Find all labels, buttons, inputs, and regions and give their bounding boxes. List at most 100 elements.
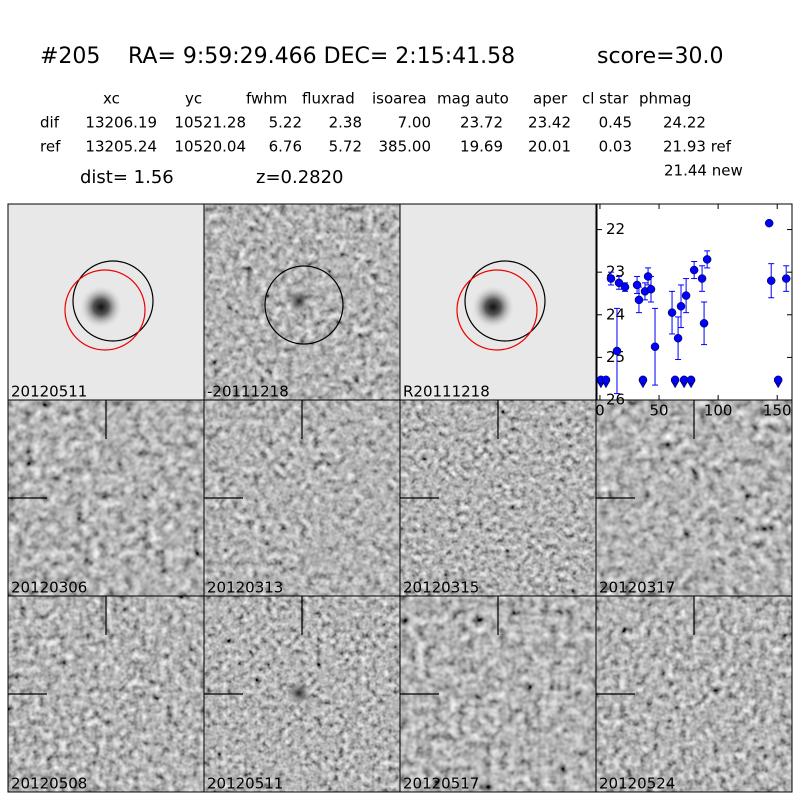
x-tick-label: 150	[763, 402, 792, 420]
coordinates: RA= 9:59:29.466 DEC= 2:15:41.58	[128, 44, 515, 69]
image-panel	[8, 596, 204, 792]
aperture	[464, 260, 546, 342]
data-point	[620, 282, 630, 292]
aperture-ref	[64, 269, 146, 351]
column-header: cl star	[582, 90, 629, 108]
upper-limit	[601, 375, 611, 389]
column-header: isoarea	[372, 90, 427, 108]
table-cell: 20.01	[528, 138, 571, 156]
image-panel	[204, 204, 400, 400]
upper-limit	[638, 375, 648, 389]
data-point	[646, 284, 656, 294]
image-panel	[400, 400, 596, 596]
image-panel	[204, 400, 400, 596]
candidate-id: #205	[40, 44, 100, 69]
source-blob	[79, 285, 123, 329]
panel-label: 20120511	[11, 383, 87, 401]
column-header: fwhm	[246, 90, 287, 108]
table-cell: 21.93 ref	[663, 138, 732, 156]
data-point	[676, 302, 686, 311]
table-cell: 10521.28	[174, 114, 246, 132]
column-header: phmag	[639, 90, 691, 108]
y-tick-label: 26	[606, 391, 625, 409]
table-cell: 23.72	[460, 114, 503, 132]
panel-label: -20111218	[207, 383, 289, 401]
upper-limit	[679, 375, 689, 389]
data-point	[673, 333, 683, 343]
upper-limit	[670, 375, 680, 389]
panel-label: R20111218	[403, 383, 490, 401]
table-cell: 0.45	[599, 114, 632, 132]
data-point	[650, 342, 660, 351]
image-panel	[8, 204, 204, 400]
column-header: fluxrad	[302, 90, 355, 108]
image-panel	[596, 400, 792, 596]
source-blob	[287, 289, 311, 313]
y-tick-label: 22	[606, 220, 625, 238]
data-point	[764, 218, 774, 228]
limit-dot	[601, 375, 611, 385]
data-point	[699, 319, 709, 328]
table-cell: 5.22	[269, 114, 302, 132]
image-panels: 20120511 -20111218 R20111218 20120306 201203…	[7, 203, 793, 793]
panel-label: 20120517	[403, 775, 479, 793]
distance: dist= 1.56	[80, 167, 174, 188]
data-point	[689, 265, 699, 275]
column-header: aper	[533, 90, 568, 108]
image-panel	[8, 400, 204, 596]
image-panel	[204, 596, 400, 792]
panel-label: 20120511	[207, 775, 283, 793]
aperture	[264, 265, 344, 345]
y-tick-label: 24	[606, 305, 625, 323]
phmag-new: 21.44 new	[664, 162, 743, 180]
data-point	[697, 274, 707, 283]
data-point	[781, 274, 791, 283]
panel-label: 20120508	[11, 775, 87, 793]
table-cell: 6.76	[269, 138, 302, 156]
table-cell: 7.00	[398, 114, 431, 132]
panel-label: 20120315	[403, 579, 479, 597]
table-cell: 23.42	[528, 114, 571, 132]
source-blob	[287, 681, 311, 705]
column-header: mag auto	[437, 90, 509, 108]
aperture	[72, 260, 154, 342]
score: score=30.0	[597, 44, 724, 69]
table-cell: 24.22	[663, 114, 706, 132]
table-cell: 10520.04	[174, 138, 246, 156]
data-point	[667, 308, 677, 317]
limit-dot	[638, 375, 648, 385]
table-cell: 385.00	[379, 138, 432, 156]
panel-label: 20120317	[599, 579, 675, 597]
data-point	[681, 291, 691, 300]
panel-label: 20120306	[11, 579, 87, 597]
x-tick-label: 50	[649, 402, 668, 420]
table-cell: 13205.24	[85, 138, 157, 156]
panel-frame	[595, 595, 793, 793]
x-tick-label: 0	[595, 402, 605, 420]
data-point	[612, 346, 622, 356]
plot-background	[596, 203, 793, 401]
upper-limit	[686, 375, 696, 389]
row-label: ref	[40, 138, 61, 156]
data-point	[606, 274, 616, 283]
redshift: z=0.2820	[256, 167, 344, 188]
limit-dot	[773, 375, 783, 385]
table-cell: 2.38	[329, 114, 362, 132]
limit-dot	[670, 375, 680, 385]
table-cell: 19.69	[460, 138, 503, 156]
image-panel	[400, 596, 596, 792]
panel-label: 20120524	[599, 775, 675, 793]
column-header: xc	[103, 90, 120, 108]
data-point	[702, 255, 712, 264]
limit-dot	[686, 375, 696, 385]
table-cell: 0.03	[599, 138, 632, 156]
data-point	[634, 295, 644, 305]
source-blob	[471, 285, 515, 329]
image-panel	[400, 204, 596, 400]
aperture-ref	[456, 269, 538, 351]
panel-label: 20120313	[207, 579, 283, 597]
table-cell: 5.72	[329, 138, 362, 156]
